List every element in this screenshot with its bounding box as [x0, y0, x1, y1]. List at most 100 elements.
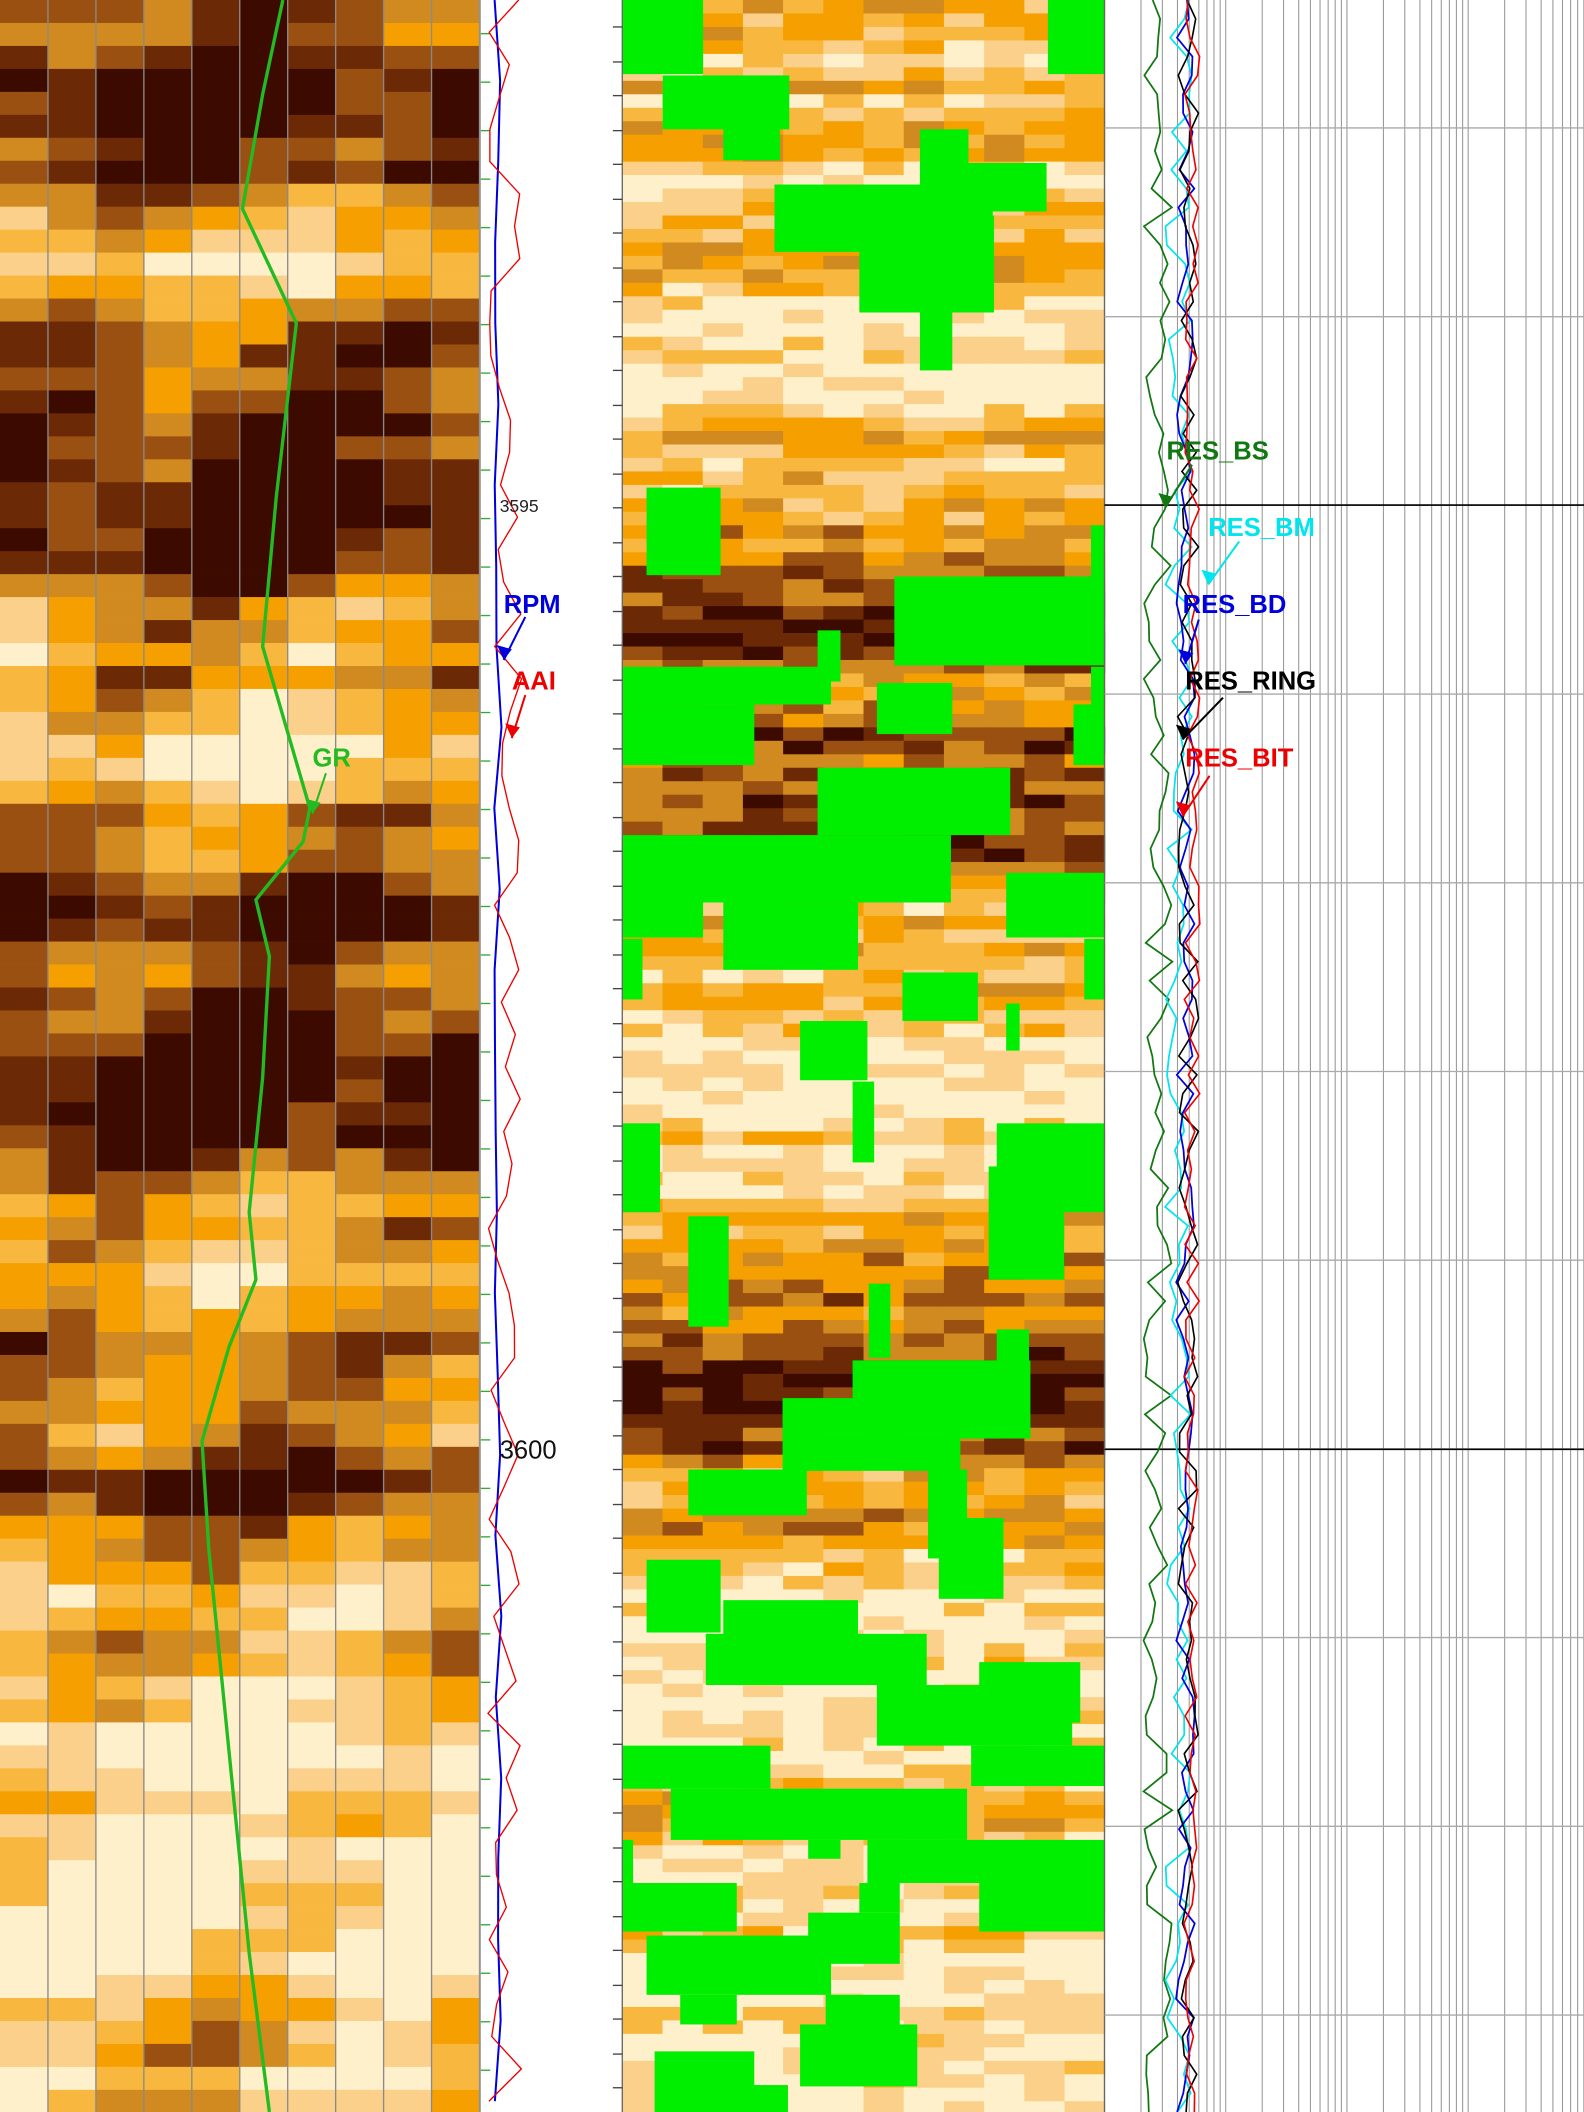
texture-cell: [287, 1607, 336, 1631]
texture-cell: [239, 1883, 288, 1907]
texture-cell: [335, 1860, 384, 1884]
texture-cell: [1024, 457, 1066, 472]
texture-cell: [47, 1492, 97, 1517]
texture-cell: [335, 1561, 384, 1585]
texture-cell: [335, 1240, 384, 1264]
texture-cell: [943, 2060, 985, 2075]
texture-cell: [383, 987, 432, 1011]
texture-cell: [742, 1522, 784, 1536]
texture-cell: [239, 413, 288, 437]
texture-cell: [662, 134, 704, 149]
texture-cell: [783, 363, 824, 378]
texture-cell: [191, 1975, 241, 1999]
texture-cell: [742, 1266, 784, 1280]
texture-cell: [702, 202, 744, 216]
texture-cell: [823, 511, 864, 526]
texture-cell: [431, 1791, 480, 1815]
texture-cell: [143, 413, 193, 437]
texture-cell: [622, 1548, 663, 1563]
texture-cell: [742, 1131, 784, 1146]
texture-cell: [95, 620, 145, 644]
texture-cell: [1064, 2006, 1106, 2021]
texture-cell: [984, 1616, 1025, 1631]
texture-cell: [239, 505, 288, 529]
texture-cell: [1064, 390, 1106, 405]
texture-cell: [383, 1929, 432, 1953]
texture-cell: [47, 1194, 97, 1218]
texture-cell: [95, 45, 145, 70]
texture-cell: [863, 1171, 905, 1186]
texture-cell: [287, 1010, 336, 1034]
texture-cell: [622, 80, 663, 95]
texture-cell: [622, 2101, 663, 2112]
texture-cell: [984, 1629, 1025, 1644]
texture-cell: [287, 1837, 336, 1861]
texture-cell: [95, 1263, 145, 1287]
texture-cell: [984, 1468, 1025, 1483]
texture-cell: [191, 505, 241, 529]
texture-cell: [335, 1263, 384, 1287]
texture-cell: [239, 45, 288, 70]
texture-cell: [823, 2101, 864, 2112]
texture-cell: [1024, 444, 1066, 459]
texture-cell: [95, 1148, 145, 1172]
texture-cell: [239, 1952, 288, 1976]
res-bd-curve: [1175, 0, 1196, 2112]
texture-cell: [1064, 1320, 1106, 1334]
texture-cell: [95, 1722, 145, 1746]
texture-cell: [622, 215, 663, 230]
texture-cell: [1024, 148, 1066, 163]
texture-cell: [47, 1331, 97, 1356]
texture-cell: [943, 1926, 985, 1940]
texture-cell: [1064, 215, 1106, 230]
texture-cell: [783, 1373, 824, 1388]
texture-cell: [47, 321, 97, 345]
texture-cell: [239, 1860, 288, 1884]
texture-cell: [622, 767, 663, 782]
texture-cell: [95, 1171, 145, 1195]
texture-cell: [191, 987, 241, 1011]
texture-cell: [943, 538, 985, 553]
texture-cell: [863, 619, 905, 634]
texture-cell: [783, 309, 824, 324]
texture-cell: [383, 1584, 432, 1608]
texture-cell: [823, 444, 864, 459]
texture-cell: [903, 1279, 945, 1294]
texture-cell: [383, 688, 432, 713]
texture-cell: [95, 1676, 145, 1700]
texture-cell: [191, 1515, 241, 1540]
texture-cell: [863, 1616, 905, 1631]
texture-cell: [287, 505, 336, 529]
texture-cell: [863, 1239, 905, 1254]
texture-cell: [783, 579, 824, 594]
texture-cell: [383, 1837, 432, 1861]
texture-cell: [95, 2043, 145, 2068]
texture-cell: [622, 121, 663, 136]
texture-cell: [783, 794, 824, 809]
texture-cell: [1064, 1104, 1106, 1119]
texture-cell: [143, 665, 193, 690]
texture-cell: [191, 275, 241, 299]
texture-cell: [622, 606, 663, 620]
texture-cell: [383, 160, 432, 185]
texture-cell: [662, 1548, 704, 1563]
texture-cell: [863, 444, 905, 459]
texture-cell: [984, 457, 1025, 472]
texture-cell: [702, 13, 744, 28]
texture-cell: [823, 390, 864, 405]
texture-cell: [335, 344, 384, 368]
texture-cell: [287, 1125, 336, 1149]
texture-cell: [742, 309, 784, 324]
texture-cell: [95, 482, 145, 506]
masked-block: [622, 1123, 660, 1213]
texture-cell: [863, 350, 905, 365]
texture-cell: [783, 565, 824, 580]
texture-cell: [984, 444, 1025, 459]
texture-cell: [863, 1980, 905, 1994]
texture-cell: [431, 757, 480, 782]
texture-cell: [0, 1883, 49, 1907]
texture-cell: [1064, 1010, 1106, 1025]
texture-cell: [984, 228, 1025, 243]
texture-cell: [702, 53, 744, 68]
texture-cell: [47, 459, 97, 483]
